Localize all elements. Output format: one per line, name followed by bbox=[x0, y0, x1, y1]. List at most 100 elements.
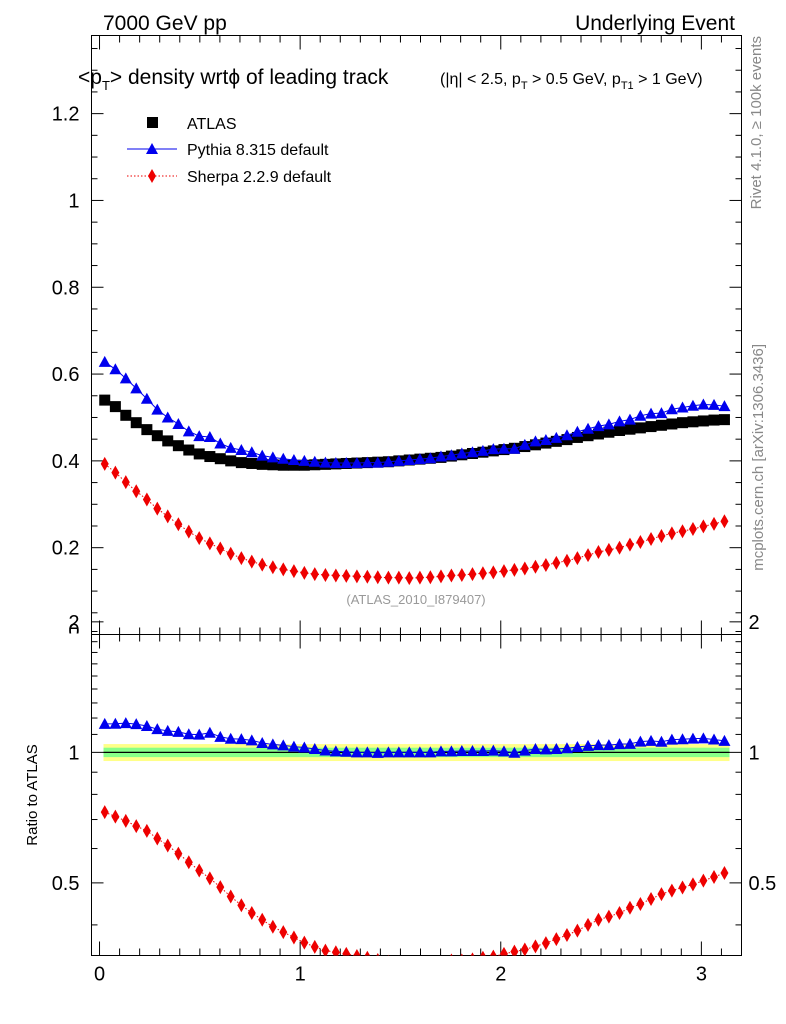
ratio-point-pythia bbox=[308, 743, 321, 755]
ratio-point-sherpa bbox=[364, 950, 371, 956]
ratio-point-sherpa bbox=[688, 877, 697, 892]
data-point bbox=[266, 451, 279, 463]
energy-label: 7000 GeV pp bbox=[103, 12, 227, 35]
x-tick-label: 3 bbox=[696, 964, 707, 986]
data-point bbox=[130, 417, 142, 429]
data-point bbox=[193, 430, 206, 442]
data-point bbox=[298, 454, 311, 466]
ratio-point-sherpa bbox=[247, 906, 256, 921]
data-point bbox=[142, 492, 151, 507]
data-point bbox=[256, 458, 268, 470]
data-point bbox=[382, 455, 395, 467]
ratio-y-tick-label-right: 2 bbox=[749, 612, 760, 634]
data-point bbox=[277, 459, 289, 471]
data-point bbox=[510, 562, 519, 577]
ratio-point-pythia bbox=[560, 742, 573, 754]
data-point bbox=[457, 568, 466, 583]
data-point bbox=[415, 570, 424, 585]
data-point bbox=[195, 531, 204, 546]
ratio-series-sherpa bbox=[100, 805, 729, 972]
ratio-point-pythia bbox=[613, 738, 626, 750]
ratio-point-sherpa bbox=[440, 955, 442, 956]
main-y-tick-label: 0.4 bbox=[52, 451, 80, 473]
data-point bbox=[613, 415, 626, 427]
data-point bbox=[99, 394, 111, 406]
ratio-point-sherpa bbox=[405, 958, 413, 972]
ratio-point-pythia bbox=[203, 726, 216, 738]
data-point bbox=[121, 475, 130, 490]
data-point bbox=[174, 517, 183, 532]
data-point bbox=[468, 567, 477, 582]
x-tick-label: 0 bbox=[94, 964, 105, 986]
data-point bbox=[331, 568, 340, 583]
ratio-point-sherpa bbox=[310, 939, 319, 954]
ratio-point-sherpa bbox=[353, 949, 361, 956]
data-point bbox=[604, 542, 613, 557]
data-point bbox=[688, 522, 697, 537]
ratio-data-series bbox=[98, 717, 731, 972]
data-point bbox=[247, 554, 256, 569]
data-point bbox=[214, 437, 227, 449]
ratio-point-sherpa bbox=[163, 838, 172, 853]
data-point bbox=[508, 442, 521, 454]
data-point bbox=[163, 509, 172, 524]
ratio-point-pythia bbox=[445, 745, 458, 757]
ratio-series-pythia bbox=[98, 717, 731, 758]
ratio-y-tick-label-right: 0.5 bbox=[749, 873, 777, 895]
data-point bbox=[268, 560, 277, 575]
data-point bbox=[256, 449, 269, 461]
ratio-point-sherpa bbox=[416, 958, 424, 972]
ratio-plot-frame bbox=[91, 634, 742, 956]
ratio-point-sherpa bbox=[142, 823, 151, 838]
ratio-point-sherpa bbox=[489, 949, 497, 956]
data-point bbox=[686, 399, 699, 411]
x-tick-label: 2 bbox=[495, 964, 506, 986]
ratio-y-label: Ratio to ATLAS bbox=[24, 744, 41, 845]
data-point bbox=[350, 457, 363, 469]
ratio-point-pythia bbox=[382, 746, 395, 758]
cut-part-3: > 1 GeV) bbox=[634, 71, 703, 88]
data-point bbox=[224, 441, 237, 453]
ratio-point-sherpa bbox=[720, 865, 729, 880]
data-point bbox=[184, 524, 193, 539]
ratio-point-pythia bbox=[708, 733, 721, 745]
ratio-point-sherpa bbox=[541, 936, 550, 951]
ratio-point-sherpa bbox=[460, 953, 463, 956]
data-point bbox=[592, 420, 605, 432]
ratio-point-pythia bbox=[539, 743, 552, 755]
main-y-tick-label: 1.2 bbox=[52, 104, 80, 126]
data-point bbox=[677, 417, 689, 429]
data-point bbox=[623, 413, 636, 425]
ratio-point-sherpa bbox=[625, 900, 634, 915]
data-point bbox=[342, 568, 351, 583]
data-point bbox=[636, 535, 645, 550]
ratio-point-pythia bbox=[676, 733, 689, 745]
data-point bbox=[373, 570, 382, 585]
ratio-point-pythia bbox=[161, 724, 174, 736]
data-point bbox=[520, 561, 529, 576]
ratio-point-sherpa bbox=[657, 887, 666, 902]
ratio-y-axis: 0.5 0.5 1 1 2 2 bbox=[52, 612, 777, 926]
ratio-point-pythia bbox=[224, 732, 237, 744]
series-sherpa bbox=[100, 456, 729, 586]
data-point bbox=[657, 528, 666, 543]
data-point bbox=[560, 429, 573, 441]
ratio-point-sherpa bbox=[573, 923, 582, 938]
data-point bbox=[172, 417, 185, 429]
ratio-point-pythia bbox=[403, 746, 416, 758]
data-point bbox=[489, 565, 498, 580]
data-point bbox=[300, 565, 309, 580]
data-point bbox=[571, 425, 584, 437]
ratio-point-pythia bbox=[529, 743, 542, 755]
data-point bbox=[193, 448, 205, 460]
ratio-point-sherpa bbox=[153, 831, 162, 846]
title-sub-1: T bbox=[102, 78, 110, 93]
main-y-tick-label: 1 bbox=[68, 190, 79, 212]
legend: ATLAS Pythia 8.315 default Sherpa 2.2.9 … bbox=[127, 116, 332, 186]
data-point bbox=[319, 456, 332, 468]
legend-label-atlas: ATLAS bbox=[187, 116, 237, 133]
data-point bbox=[665, 403, 678, 415]
data-point bbox=[594, 545, 603, 560]
ratio-line-sherpa bbox=[104, 811, 725, 956]
ratio-point-sherpa bbox=[132, 819, 141, 834]
